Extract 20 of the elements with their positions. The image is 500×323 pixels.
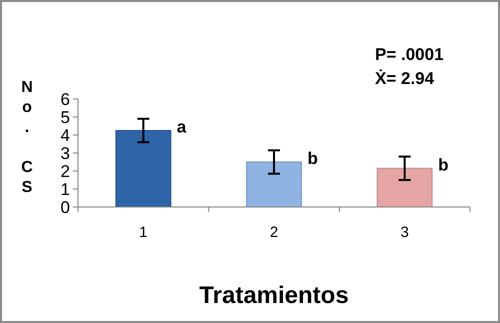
x-tick-label: 2 <box>270 224 278 241</box>
y-tick-label: 3 <box>60 144 70 163</box>
y-tick-label: 1 <box>60 180 70 199</box>
y-tick-label: 0 <box>60 198 70 217</box>
text: P= .0001 <box>375 45 444 64</box>
y-tick-label: 6 <box>60 90 70 109</box>
y-tick-label: 2 <box>60 162 70 181</box>
x-axis-title: Tratamientos <box>199 282 349 309</box>
bar <box>115 130 172 208</box>
bar <box>246 162 302 208</box>
annotation: b <box>307 149 318 168</box>
y-tick-label: 4 <box>60 126 70 145</box>
bar <box>376 168 433 208</box>
annotation: a <box>176 118 187 136</box>
annotation: b <box>438 155 448 174</box>
x-tick-label: 1 <box>139 224 148 241</box>
x-tick-label: 3 <box>400 224 409 241</box>
text: Ẋ= 2.94 <box>375 69 435 88</box>
y-tick-label: 5 <box>60 108 70 127</box>
text: No. CS <box>21 79 33 196</box>
